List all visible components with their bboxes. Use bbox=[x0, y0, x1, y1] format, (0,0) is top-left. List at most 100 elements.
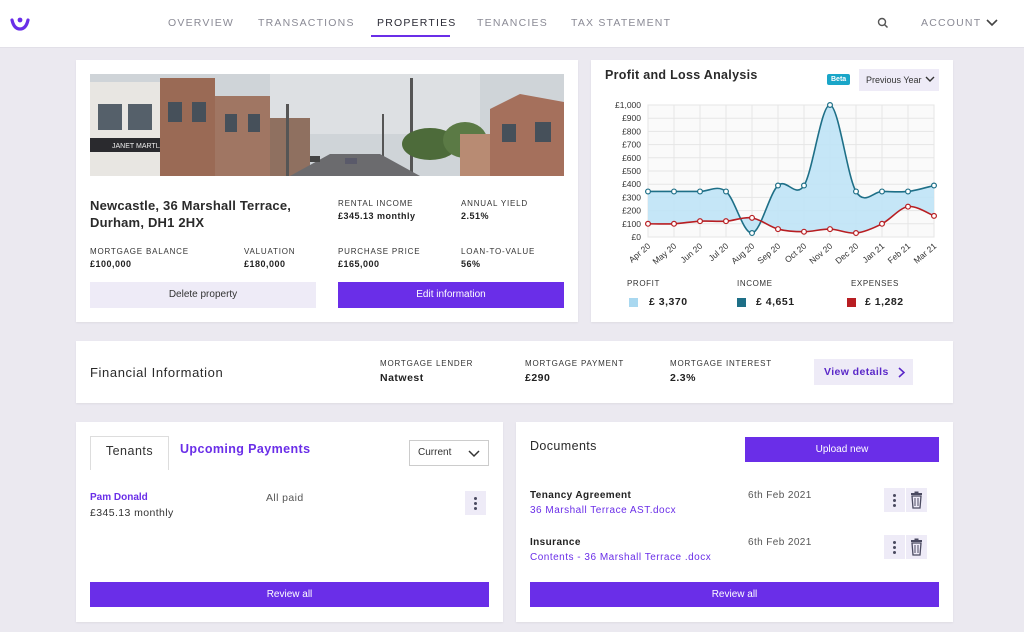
data-point-expenses bbox=[670, 220, 677, 227]
delete-property-button[interactable]: Delete property bbox=[90, 282, 316, 308]
x-tick-label: Jun 20 bbox=[678, 241, 704, 265]
documents-review-all-button[interactable]: Review all bbox=[530, 582, 939, 607]
tab-tenants[interactable]: Tenants bbox=[90, 436, 169, 470]
data-point-expenses bbox=[644, 220, 651, 227]
x-tick-label: Oct 20 bbox=[783, 241, 809, 265]
period-select[interactable]: Previous Year bbox=[859, 69, 939, 91]
edit-information-button[interactable]: Edit information bbox=[338, 282, 564, 308]
tenant-payment-status: All paid bbox=[266, 492, 304, 504]
y-tick-label: £200 bbox=[622, 206, 641, 216]
document-more-options-icon[interactable] bbox=[884, 488, 905, 512]
data-point-income bbox=[801, 182, 808, 189]
tab-upcoming-payments[interactable]: Upcoming Payments bbox=[180, 442, 311, 456]
x-tick-label: Nov 20 bbox=[807, 241, 834, 266]
y-tick-label: £900 bbox=[622, 113, 641, 123]
document-file-link[interactable]: Contents - 36 Marshall Terrace .docx bbox=[530, 552, 712, 563]
property-photo: JANET MARTLAND HAIR ACADEMY bbox=[90, 74, 564, 176]
brand-logo-icon[interactable] bbox=[10, 15, 30, 33]
y-tick-label: £500 bbox=[622, 166, 641, 176]
search-icon[interactable] bbox=[877, 17, 889, 29]
trash-icon[interactable] bbox=[906, 535, 927, 559]
data-point-expenses bbox=[853, 230, 860, 237]
tenant-more-options-icon[interactable] bbox=[465, 491, 486, 515]
y-tick-label: £700 bbox=[622, 140, 641, 150]
y-tick-label: £100 bbox=[622, 219, 641, 229]
data-point-income bbox=[853, 188, 860, 195]
tenant-filter-value: Current bbox=[418, 447, 452, 458]
nav-overview[interactable]: OVERVIEW bbox=[168, 17, 235, 29]
rental-income-label: RENTAL INCOME bbox=[338, 199, 414, 208]
tenants-card: Tenants Upcoming Payments Current Pam Do… bbox=[76, 422, 503, 622]
chevron-right-icon bbox=[898, 367, 905, 378]
legend-expenses-label: EXPENSES bbox=[851, 279, 899, 288]
data-point-expenses bbox=[749, 214, 756, 221]
legend-income-swatch bbox=[737, 298, 746, 307]
y-tick-label: £600 bbox=[622, 153, 641, 163]
valuation-value: £180,000 bbox=[244, 259, 286, 269]
legend-expenses-swatch bbox=[847, 298, 856, 307]
profit-area bbox=[648, 104, 934, 234]
mortgage-lender-label: MORTGAGE LENDER bbox=[380, 359, 474, 368]
data-point-expenses bbox=[905, 203, 912, 210]
y-tick-label: £800 bbox=[622, 126, 641, 136]
property-address: Newcastle, 36 Marshall Terrace, Durham, … bbox=[90, 198, 292, 230]
x-tick-label: Mar 21 bbox=[912, 241, 939, 266]
mortgage-interest-value: 2.3% bbox=[670, 372, 696, 384]
document-title: Tenancy Agreement bbox=[530, 490, 632, 501]
financial-info-card: Financial Information MORTGAGE LENDER Na… bbox=[76, 341, 953, 403]
data-point-expenses bbox=[696, 218, 703, 225]
beta-badge: Beta bbox=[827, 74, 851, 85]
chevron-down-icon[interactable] bbox=[985, 17, 999, 29]
data-point-income bbox=[670, 188, 677, 195]
ltv-value: 56% bbox=[461, 259, 481, 269]
view-details-label: View details bbox=[824, 366, 889, 378]
financial-info-title: Financial Information bbox=[90, 365, 224, 380]
legend-expenses-value: £ 1,282 bbox=[865, 296, 904, 308]
mortgage-balance-value: £100,000 bbox=[90, 259, 132, 269]
mortgage-lender-value: Natwest bbox=[380, 372, 424, 384]
legend-income-value: £ 4,651 bbox=[756, 296, 795, 308]
x-tick-label: Sep 20 bbox=[755, 241, 782, 266]
tenant-filter-select[interactable]: Current bbox=[409, 440, 489, 466]
valuation-label: VALUATION bbox=[244, 247, 296, 256]
trash-icon[interactable] bbox=[906, 488, 927, 512]
data-point-expenses bbox=[827, 226, 834, 233]
legend-income-label: INCOME bbox=[737, 279, 773, 288]
profit-loss-card: Profit and Loss Analysis Beta Previous Y… bbox=[591, 60, 953, 322]
ltv-label: LOAN-TO-VALUE bbox=[461, 247, 536, 256]
annual-yield-value: 2.51% bbox=[461, 211, 490, 221]
x-tick-label: Feb 21 bbox=[886, 241, 913, 266]
active-tab-indicator bbox=[371, 35, 450, 37]
upload-new-button[interactable]: Upload new bbox=[745, 437, 939, 462]
data-point-income bbox=[775, 182, 782, 189]
legend-profit-swatch bbox=[629, 298, 638, 307]
nav-tenancies[interactable]: TENANCIES bbox=[477, 17, 548, 29]
data-point-income bbox=[644, 188, 651, 195]
document-more-options-icon[interactable] bbox=[884, 535, 905, 559]
nav-tax-statement[interactable]: TAX STATEMENT bbox=[571, 17, 672, 29]
tenant-rent-amount: £345.13 monthly bbox=[90, 507, 174, 519]
account-menu[interactable]: ACCOUNT bbox=[921, 17, 982, 29]
data-point-income bbox=[749, 230, 756, 237]
document-file-link[interactable]: 36 Marshall Terrace AST.docx bbox=[530, 505, 677, 516]
x-tick-label: May 20 bbox=[651, 241, 679, 267]
property-card: JANET MARTLAND HAIR ACADEMY bbox=[76, 60, 578, 322]
data-point-income bbox=[905, 188, 912, 195]
annual-yield-label: ANNUAL YIELD bbox=[461, 199, 528, 208]
nav-properties[interactable]: PROPERTIES bbox=[377, 17, 457, 29]
view-details-button[interactable]: View details bbox=[814, 359, 913, 385]
chart-title: Profit and Loss Analysis bbox=[605, 68, 758, 82]
data-point-expenses bbox=[801, 228, 808, 235]
tenant-name-link[interactable]: Pam Donald bbox=[90, 492, 148, 503]
tenants-review-all-button[interactable]: Review all bbox=[90, 582, 489, 607]
data-point-expenses bbox=[723, 218, 730, 225]
data-point-income bbox=[879, 188, 886, 195]
nav-transactions[interactable]: TRANSACTIONS bbox=[258, 17, 355, 29]
y-tick-label: £0 bbox=[632, 232, 642, 242]
x-tick-label: Jul 20 bbox=[706, 241, 730, 263]
chevron-down-icon bbox=[925, 76, 935, 82]
x-tick-label: Jan 21 bbox=[860, 241, 886, 265]
data-point-expenses bbox=[931, 212, 938, 219]
legend-profit-value: £ 3,370 bbox=[649, 296, 688, 308]
data-point-income bbox=[827, 101, 834, 108]
